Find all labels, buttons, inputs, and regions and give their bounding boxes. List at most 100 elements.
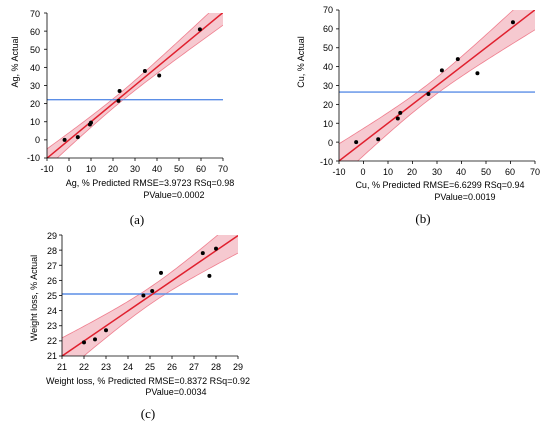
- y-tick-label: 29: [47, 231, 57, 241]
- plot-content: [62, 235, 238, 356]
- x-tick-label: 10: [86, 164, 96, 174]
- confidence-band-upper-edge: [47, 13, 210, 150]
- y-tick-label: 27: [47, 261, 57, 271]
- plot-area: [59, 234, 239, 359]
- x-tick-label: 0: [360, 167, 365, 177]
- data-point: [376, 137, 381, 142]
- y-tick-label: 40: [30, 63, 40, 73]
- plot-content: [47, 13, 223, 158]
- x-axis-pvalue: PValue=0.0034: [145, 387, 206, 397]
- y-tick-label: 10: [30, 117, 40, 127]
- data-point: [354, 140, 359, 145]
- confidence-band-lower-edge: [83, 252, 238, 356]
- y-tick-label: 0: [328, 138, 333, 148]
- x-tick-label: 60: [196, 164, 206, 174]
- data-point: [62, 137, 67, 142]
- y-tick-label: 50: [30, 45, 40, 55]
- data-point: [150, 288, 155, 293]
- x-tick-label: 50: [174, 164, 184, 174]
- x-tick-label: 30: [130, 164, 140, 174]
- x-axis-label: Weight loss, % Predicted RMSE=0.8372 RSq…: [46, 376, 250, 386]
- x-tick-label: 40: [456, 167, 466, 177]
- y-tick-label: 30: [323, 81, 333, 91]
- y-tick-label: 28: [47, 246, 57, 256]
- data-point: [510, 20, 515, 25]
- y-tick-label: -10: [27, 153, 40, 163]
- plot-content: [339, 10, 535, 161]
- data-point: [214, 246, 218, 251]
- panel-label: (b): [415, 211, 430, 226]
- data-point: [117, 88, 122, 93]
- x-tick-label: 50: [481, 167, 491, 177]
- data-point: [89, 120, 93, 125]
- data-point: [200, 251, 205, 256]
- confidence-band-lower-edge: [357, 29, 535, 161]
- data-point: [142, 69, 147, 73]
- confidence-band-lower-edge: [56, 24, 223, 158]
- x-tick-label: 24: [123, 362, 133, 372]
- data-point: [157, 73, 162, 78]
- x-tick-label: 22: [79, 362, 89, 372]
- y-tick-label: 23: [47, 321, 57, 331]
- confidence-band-upper-edge: [339, 10, 514, 145]
- plot-area: [336, 9, 536, 164]
- x-tick-label: 20: [108, 164, 118, 174]
- x-tick-label: 30: [432, 167, 442, 177]
- x-tick-label: 10: [383, 167, 393, 177]
- y-axis-label: Weight loss, % Actual: [29, 255, 39, 341]
- y-tick-labels: 29 28 27 26 25 24 23 22 21: [47, 231, 57, 361]
- data-point: [398, 110, 403, 115]
- y-tick-label: 26: [47, 276, 57, 286]
- y-tick-label: 40: [323, 62, 333, 72]
- data-point: [93, 337, 97, 342]
- data-point: [104, 328, 108, 333]
- data-point: [395, 116, 400, 121]
- x-axis-pvalue: PValue=0.0019: [434, 192, 495, 202]
- data-point: [82, 340, 86, 345]
- panel-a: Ag, % Actual 70 60 50 40 30 20 10 0 -10 …: [10, 9, 235, 227]
- x-tick-label: 29: [233, 362, 243, 372]
- y-tick-label: 25: [47, 291, 57, 301]
- x-tick-label: 26: [167, 362, 177, 372]
- y-axis-label: Cu, % Actual: [296, 36, 306, 88]
- data-point: [426, 91, 431, 96]
- data-point: [207, 273, 212, 278]
- y-tick-labels: 70 60 50 40 30 20 10 0 -10: [320, 5, 333, 167]
- data-point: [475, 71, 480, 76]
- x-tick-label: 27: [189, 362, 199, 372]
- data-point: [455, 57, 460, 62]
- y-tick-label: 50: [323, 43, 333, 53]
- x-tick-label: 70: [218, 164, 228, 174]
- x-tick-label: 21: [57, 362, 67, 372]
- fit-line: [62, 235, 238, 356]
- data-point: [75, 135, 80, 140]
- fit-line: [339, 10, 535, 161]
- x-axis-label: Ag, % Predicted RMSE=3.9723 RSq=0.98: [66, 178, 235, 188]
- y-tick-labels: 70 60 50 40 30 20 10 0 -10: [27, 9, 40, 163]
- data-point: [197, 27, 202, 32]
- confidence-band: [47, 13, 223, 158]
- panel-c: Weight loss, % Actual 29 28 27 26 25 24 …: [29, 231, 250, 421]
- x-tick-labels: 21 22 23 24 25 26 27 28 29: [57, 362, 243, 372]
- x-tick-label: 70: [530, 167, 540, 177]
- panel-label: (a): [130, 212, 144, 227]
- x-tick-label: 23: [101, 362, 111, 372]
- y-tick-label: 20: [323, 100, 333, 110]
- x-tick-label: 40: [152, 164, 162, 174]
- data-point: [141, 293, 146, 298]
- panel-label: (c): [141, 406, 155, 421]
- x-tick-label: 28: [211, 362, 221, 372]
- y-tick-label: 70: [30, 9, 40, 19]
- y-tick-label: 30: [30, 81, 40, 91]
- y-tick-label: 10: [323, 119, 333, 129]
- data-point: [116, 98, 121, 103]
- x-tick-labels: -10 0 10 20 30 40 50 60 70: [40, 164, 228, 174]
- y-tick-label: 60: [323, 24, 333, 34]
- y-tick-label: 22: [47, 336, 57, 346]
- x-tick-labels: -10 0 10 20 30 40 50 60 70: [332, 167, 540, 177]
- fit-line: [47, 13, 223, 158]
- y-axis-label: Ag, % Actual: [10, 36, 20, 87]
- x-axis-pvalue: PValue=0.0002: [143, 190, 204, 200]
- x-tick-label: -10: [40, 164, 53, 174]
